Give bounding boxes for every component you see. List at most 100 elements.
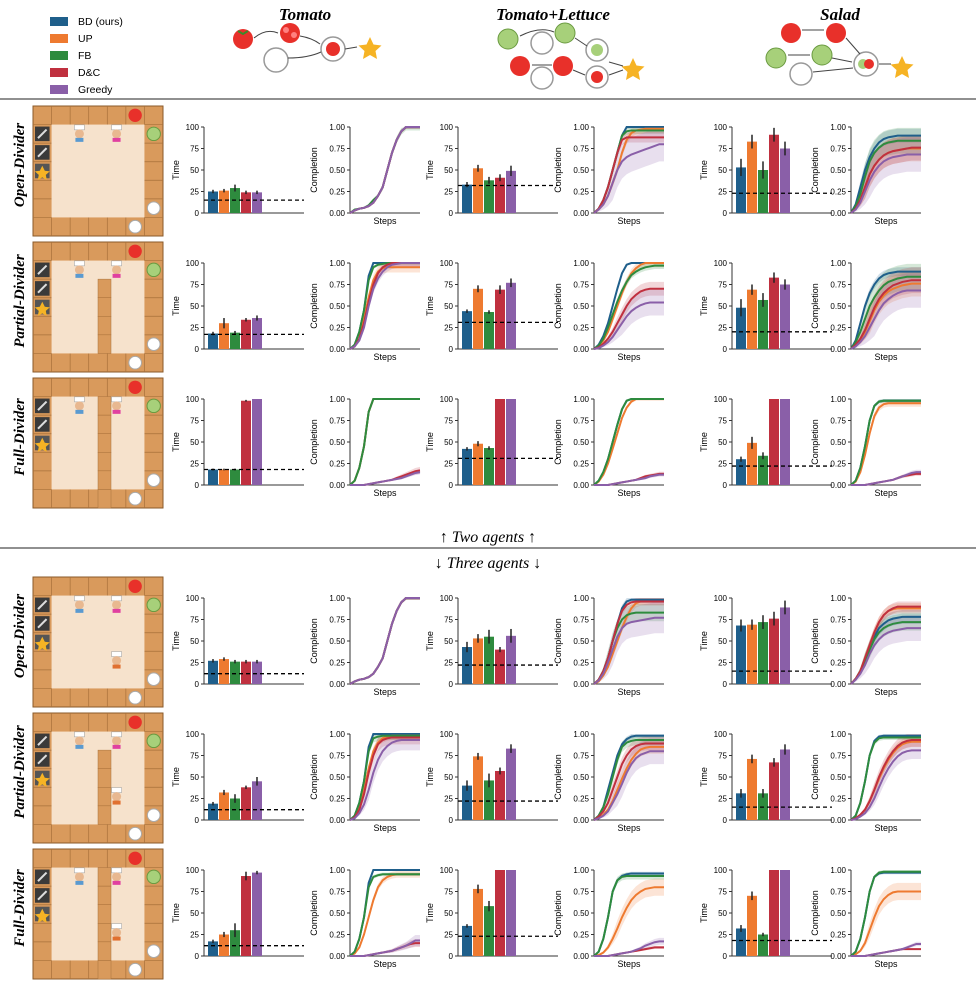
time-bar [473, 288, 483, 349]
x-axis-label: Steps [617, 488, 641, 498]
y-tick-label: 0.25 [830, 795, 846, 804]
y-tick-label: 100 [714, 123, 728, 132]
time-bar [495, 177, 505, 213]
y-tick-label: 0.75 [329, 281, 345, 290]
y-tick-label: 0 [195, 209, 200, 218]
time-bar [462, 925, 472, 956]
y-tick-label: 0.50 [329, 302, 345, 311]
chart-cell-2: 0 25 50 75 100 Time 0.00 0.25 0.50 0.75 1.00 Comple… [425, 123, 664, 226]
time-bar [252, 318, 262, 349]
time-bar [241, 661, 251, 684]
y-tick-label: 0 [449, 481, 454, 490]
time-bar [780, 749, 790, 820]
confidence-band [350, 734, 420, 820]
divider-counter [97, 489, 112, 509]
y-tick-label: 100 [186, 594, 200, 603]
confidence-band [350, 127, 420, 213]
y-tick-label: 0 [723, 816, 728, 825]
chart-row-2: Partial-Divider 0 25 50 75 100 Time 0.00 0.25 0.5… [12, 241, 921, 373]
tomato-icon [128, 851, 142, 865]
time-bar [736, 459, 746, 485]
completion-line [593, 143, 664, 214]
time-bar [484, 906, 494, 956]
chart-cell-1: 0 25 50 75 100 Time 0.00 0.25 0.50 0.75 1.00 Comple… [171, 395, 421, 498]
y-tick-label: 0.50 [329, 909, 345, 918]
time-bar [219, 469, 229, 485]
y-axis-label: Time [699, 160, 709, 180]
y-tick-label: 1.00 [573, 594, 589, 603]
time-bar [208, 941, 218, 956]
time-bar [747, 895, 757, 956]
legend-item-dc: D&C [50, 67, 101, 79]
y-tick-label: 0.00 [573, 345, 589, 354]
y-tick-label: 25 [190, 659, 199, 668]
chef-face-icon [112, 792, 122, 802]
completion-line [349, 597, 420, 685]
completion-line [593, 600, 664, 685]
y-tick-label: 100 [440, 730, 454, 739]
kitchen-floor [51, 124, 145, 218]
y-tick-label: 0.75 [329, 145, 345, 154]
chef-hat-icon [111, 867, 122, 874]
divider-counter [97, 885, 112, 905]
y-tick-label: 100 [186, 123, 200, 132]
chef-hat-icon [111, 260, 122, 267]
y-tick-label: 75 [444, 281, 453, 290]
time-bar [241, 787, 251, 820]
y-tick-label: 0.00 [830, 952, 846, 961]
knife-icon [37, 890, 48, 901]
tomato-icon [128, 244, 142, 258]
y-tick-label: 0.75 [573, 417, 589, 426]
completion-line [349, 262, 420, 350]
y-tick-label: 0 [195, 952, 200, 961]
time-bar [747, 141, 757, 213]
completion-line [850, 279, 921, 350]
confidence-band [350, 598, 420, 684]
completion-line [850, 739, 921, 821]
chart-cell-1: 0 25 50 75 100 Time 0.00 0.25 0.50 0.75 1.00 Comple… [171, 866, 420, 969]
legend-label: UP [78, 33, 93, 45]
y-axis-label: Completion [553, 618, 563, 664]
y-tick-label: 0.50 [830, 773, 846, 782]
y-tick-label: 0.75 [329, 417, 345, 426]
chef-face-icon [74, 265, 84, 275]
y-tick-label: 0.00 [830, 481, 846, 490]
time-bar [780, 284, 790, 349]
time-bar [462, 184, 472, 213]
plate-icon [530, 66, 554, 90]
y-tick-label: 0.75 [830, 888, 846, 897]
time-bar [219, 934, 229, 956]
divider-counter [97, 904, 112, 924]
y-tick-label: 0.25 [329, 659, 345, 668]
tomato-icon [510, 56, 530, 76]
chart-cell-1: 0 25 50 75 100 Time 0.00 0.25 0.50 0.75 1.00 Comple… [171, 594, 420, 697]
knife-icon [37, 283, 48, 294]
y-axis-label: Completion [309, 890, 319, 936]
y-axis-label: Time [699, 296, 709, 316]
plate-icon [146, 944, 161, 958]
two-agents-label: ↑ Two agents ↑ [440, 529, 536, 546]
completion-line [349, 597, 420, 685]
y-tick-label: 75 [190, 417, 199, 426]
y-tick-label: 100 [186, 730, 200, 739]
chopped-tomato-icon [553, 56, 573, 76]
chef-body-icon [75, 880, 84, 885]
recipe-diagram-tomato-lettuce [497, 22, 645, 90]
y-tick-label: 0.50 [573, 166, 589, 175]
star-icon [34, 165, 50, 180]
y-tick-label: 0 [449, 952, 454, 961]
chef-hat-icon [111, 396, 122, 403]
time-bar [473, 168, 483, 213]
legend-swatch [50, 68, 68, 77]
completion-line [593, 264, 664, 350]
legend-item-bd: BD (ours) [50, 16, 123, 28]
y-tick-label: 1.00 [573, 123, 589, 132]
star-icon [34, 636, 50, 651]
plate-icon [146, 473, 161, 487]
y-tick-label: 0.25 [573, 188, 589, 197]
plate-icon [146, 337, 161, 351]
time-bar [484, 180, 494, 213]
y-tick-label: 25 [190, 931, 199, 940]
y-tick-label: 0.50 [573, 637, 589, 646]
chef-hat-icon [74, 731, 85, 738]
